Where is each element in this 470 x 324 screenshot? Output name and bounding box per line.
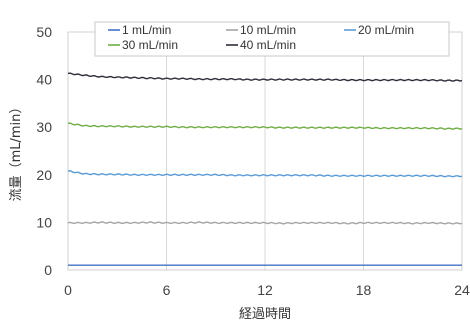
x-tick-label: 6 bbox=[163, 282, 171, 298]
legend-label: 40 mL/min bbox=[240, 38, 296, 52]
x-tick-label: 12 bbox=[257, 282, 273, 298]
series-line-30-ml-min bbox=[67, 122, 463, 130]
y-tick-label: 30 bbox=[36, 119, 52, 135]
series-line-20-ml-min bbox=[67, 170, 463, 178]
legend-label: 1 mL/min bbox=[122, 23, 171, 37]
y-tick-label: 10 bbox=[36, 214, 52, 230]
x-tick-label: 24 bbox=[454, 282, 470, 298]
series-line-10-ml-min bbox=[67, 221, 463, 225]
x-axis-title: 経過時間 bbox=[239, 307, 291, 322]
legend-label: 30 mL/min bbox=[122, 38, 178, 52]
x-tick-label: 18 bbox=[356, 282, 372, 298]
series-line-40-ml-min bbox=[67, 72, 463, 82]
y-axis-title: 流量（mL/min） bbox=[9, 101, 24, 202]
legend-label: 20 mL/min bbox=[358, 23, 414, 37]
y-tick-label: 50 bbox=[36, 24, 52, 40]
legend-box bbox=[94, 21, 450, 57]
y-tick-label: 0 bbox=[44, 262, 52, 278]
legend-label: 10 mL/min bbox=[240, 23, 296, 37]
x-tick-label: 0 bbox=[64, 282, 72, 298]
y-tick-label: 20 bbox=[36, 167, 52, 183]
y-tick-label: 40 bbox=[36, 72, 52, 88]
